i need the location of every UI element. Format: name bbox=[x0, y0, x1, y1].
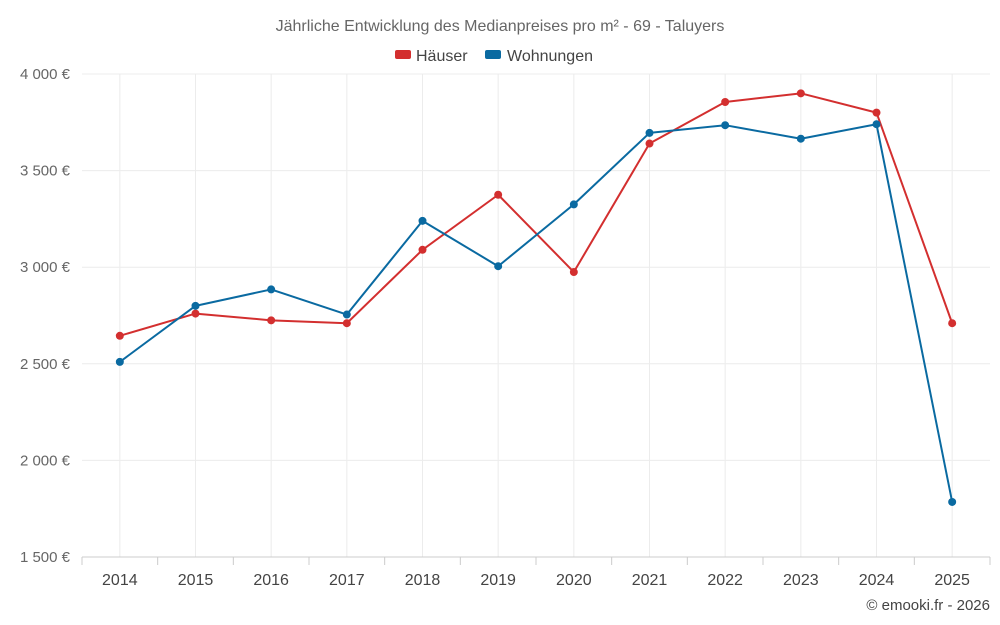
legend-swatch-wohnungen bbox=[485, 50, 501, 59]
credit-text: © emooki.fr - 2026 bbox=[866, 597, 990, 614]
point-haeuser-2015[interactable] bbox=[191, 309, 200, 318]
legend-swatch-haeuser bbox=[395, 50, 411, 59]
point-haeuser-2023[interactable] bbox=[796, 89, 805, 98]
legend-item-haeuser[interactable]: Häuser bbox=[395, 48, 468, 65]
point-wohnungen-2023[interactable] bbox=[796, 134, 805, 143]
point-wohnungen-2017[interactable] bbox=[342, 310, 351, 319]
point-haeuser-2024[interactable] bbox=[872, 108, 881, 117]
x-tick-label-2016: 2016 bbox=[253, 572, 289, 589]
y-tick-label: 4 000 € bbox=[20, 66, 71, 83]
point-haeuser-2021[interactable] bbox=[645, 139, 654, 148]
point-wohnungen-2014[interactable] bbox=[115, 357, 124, 366]
x-tick-label-2014: 2014 bbox=[102, 572, 138, 589]
x-tick-label-2022: 2022 bbox=[707, 572, 743, 589]
x-tick-label-2025: 2025 bbox=[934, 572, 970, 589]
point-haeuser-2018[interactable] bbox=[418, 245, 427, 254]
y-tick-label: 3 000 € bbox=[20, 259, 71, 276]
x-tick-label-2019: 2019 bbox=[480, 572, 516, 589]
point-haeuser-2020[interactable] bbox=[569, 268, 578, 277]
y-tick-label: 3 500 € bbox=[20, 163, 71, 180]
legend-item-wohnungen[interactable]: Wohnungen bbox=[485, 48, 593, 65]
y-tick-label: 1 500 € bbox=[20, 549, 71, 566]
x-tick-label-2020: 2020 bbox=[556, 572, 592, 589]
point-haeuser-2022[interactable] bbox=[721, 98, 730, 107]
legend: Häuser Wohnungen bbox=[395, 48, 593, 65]
line-haeuser bbox=[119, 92, 954, 337]
y-tick-label: 2 500 € bbox=[20, 356, 71, 373]
point-wohnungen-2020[interactable] bbox=[569, 200, 578, 209]
x-tick-label-2018: 2018 bbox=[405, 572, 441, 589]
y-tick-label: 2 000 € bbox=[20, 452, 71, 469]
axes: 1 500 € 2 000 € 2 500 € 3 000 € 3 500 € 4 000… bbox=[20, 66, 991, 589]
point-haeuser-2016[interactable] bbox=[267, 316, 276, 325]
point-haeuser-2014[interactable] bbox=[115, 331, 124, 340]
point-haeuser-2019[interactable] bbox=[494, 190, 503, 199]
series-haeuser bbox=[115, 89, 957, 340]
x-tick-label-2023: 2023 bbox=[783, 572, 819, 589]
chart-title: Jährliche Entwicklung des Medianpreises … bbox=[276, 18, 725, 35]
point-wohnungen-2015[interactable] bbox=[191, 301, 200, 310]
point-wohnungen-2019[interactable] bbox=[494, 262, 503, 271]
point-wohnungen-2022[interactable] bbox=[721, 121, 730, 130]
line-wohnungen bbox=[119, 123, 954, 503]
x-tick-label-2017: 2017 bbox=[329, 572, 365, 589]
point-wohnungen-2016[interactable] bbox=[267, 285, 276, 294]
point-wohnungen-2018[interactable] bbox=[418, 216, 427, 225]
series-wohnungen bbox=[115, 120, 957, 506]
point-wohnungen-2021[interactable] bbox=[645, 128, 654, 137]
x-tick-label-2024: 2024 bbox=[859, 572, 895, 589]
point-haeuser-2017[interactable] bbox=[342, 319, 351, 328]
point-wohnungen-2024[interactable] bbox=[872, 120, 881, 129]
grid bbox=[82, 73, 990, 557]
legend-label-wohnungen: Wohnungen bbox=[507, 48, 593, 65]
x-tick-label-2015: 2015 bbox=[178, 572, 214, 589]
point-wohnungen-2025[interactable] bbox=[948, 497, 957, 506]
series bbox=[115, 89, 957, 506]
legend-label-haeuser: Häuser bbox=[416, 48, 468, 65]
point-haeuser-2025[interactable] bbox=[948, 319, 957, 328]
x-tick-label-2021: 2021 bbox=[632, 572, 668, 589]
